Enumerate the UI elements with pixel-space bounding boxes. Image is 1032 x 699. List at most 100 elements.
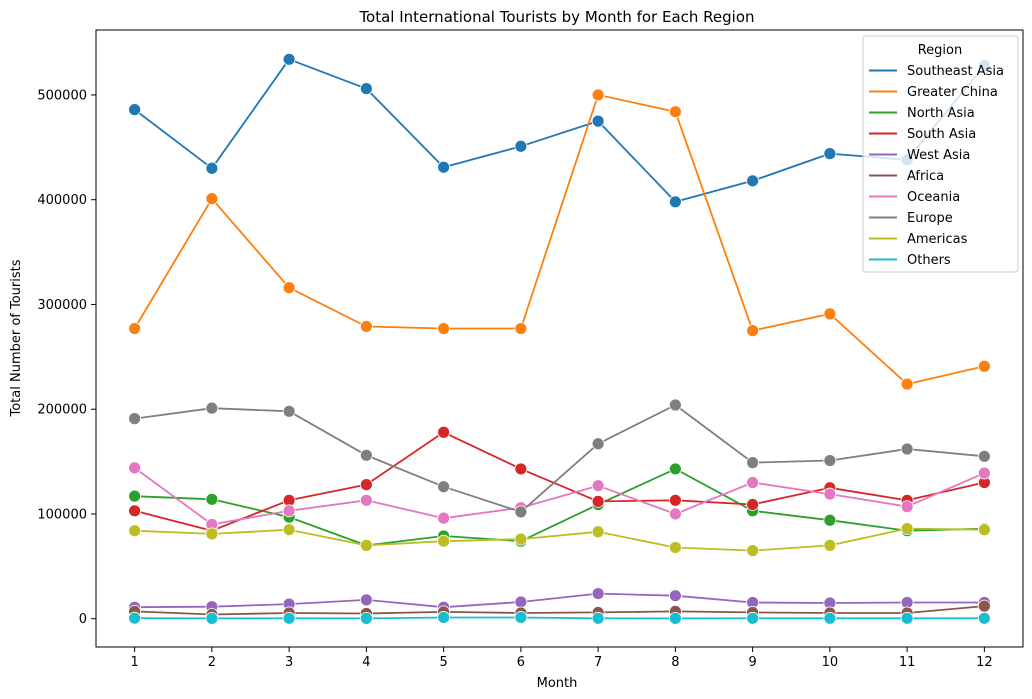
series-line (134, 605, 985, 616)
y-tick-label: 500000 (37, 88, 87, 103)
data-point (823, 538, 837, 552)
legend-item: Greater China (869, 85, 998, 100)
chart-title: Total International Tourists by Month fo… (358, 8, 754, 26)
data-point (900, 442, 914, 456)
data-point (514, 532, 528, 546)
data-point (668, 398, 682, 412)
series-line (134, 467, 985, 547)
x-tick-label: 6 (517, 655, 525, 670)
data-point (668, 105, 682, 119)
x-tick-label: 11 (899, 655, 916, 670)
series-line (134, 527, 985, 552)
data-point (128, 412, 142, 426)
data-point (977, 611, 991, 625)
data-point (977, 466, 991, 480)
data-point (128, 322, 142, 335)
series-line (134, 592, 985, 609)
data-point (205, 161, 219, 175)
x-tick-label: 9 (748, 655, 756, 670)
data-point (823, 454, 837, 467)
data-point (128, 103, 142, 117)
data-point (823, 487, 837, 501)
series-greater-china (128, 88, 991, 391)
legend-title: Region (918, 43, 963, 58)
legend-item: Americas (869, 232, 968, 247)
data-point (900, 500, 914, 514)
x-tick-label: 4 (362, 655, 370, 670)
data-point (591, 611, 605, 625)
y-tick-label: 100000 (37, 507, 87, 522)
y-tick-label: 200000 (37, 403, 87, 418)
data-point (359, 320, 373, 333)
legend-label: South Asia (907, 127, 976, 142)
data-point (437, 425, 451, 439)
data-point (128, 611, 142, 625)
data-point (591, 494, 605, 508)
legend-label: West Asia (907, 148, 970, 163)
legend-item: Africa (869, 169, 944, 184)
data-point (746, 498, 760, 511)
data-point (437, 534, 451, 548)
data-point (977, 599, 991, 613)
x-tick-label: 3 (285, 655, 293, 670)
series-layer (128, 52, 991, 625)
data-point (900, 611, 914, 625)
y-axis: 0 100000 200000 300000 400000 500000 (37, 88, 96, 627)
legend-item: South Asia (869, 127, 976, 142)
data-point (282, 404, 296, 418)
legend-item: Europe (869, 211, 953, 226)
data-point (668, 493, 682, 507)
data-point (823, 307, 837, 321)
data-point (514, 322, 528, 335)
data-point (591, 525, 605, 539)
x-tick-label: 1 (130, 655, 138, 670)
legend-item: West Asia (869, 148, 970, 163)
data-point (282, 281, 296, 295)
legend-label: North Asia (907, 106, 975, 121)
data-point (437, 322, 451, 335)
data-point (823, 513, 837, 527)
y-tick-label: 0 (79, 612, 87, 627)
data-point (823, 147, 837, 161)
series-americas (128, 522, 991, 558)
x-axis-label: Month (537, 676, 578, 691)
data-point (128, 489, 142, 503)
data-point (359, 538, 373, 552)
legend-label: Oceania (907, 190, 960, 205)
data-point (359, 82, 373, 96)
legend-frame (862, 35, 1019, 273)
data-point (205, 492, 219, 506)
data-point (514, 139, 528, 153)
data-point (977, 449, 991, 463)
data-point (359, 448, 373, 462)
series-line (134, 467, 985, 526)
data-point (282, 611, 296, 625)
data-point (591, 479, 605, 493)
x-tick-label: 2 (208, 655, 216, 670)
data-point (282, 52, 296, 66)
data-point (668, 507, 682, 521)
series-line (133, 94, 985, 386)
data-point (900, 522, 914, 536)
data-point (514, 505, 528, 519)
data-point (746, 544, 760, 558)
x-tick-label: 8 (671, 655, 679, 670)
x-axis: 1 2 3 4 5 6 7 8 9 10 11 12 (130, 647, 993, 670)
data-point (900, 377, 914, 391)
data-point (746, 456, 760, 470)
data-point (205, 192, 219, 206)
legend-item: Others (869, 253, 951, 268)
x-tick-label: 10 (822, 655, 839, 670)
data-point (282, 504, 296, 518)
data-point (359, 478, 373, 492)
data-point (746, 611, 760, 625)
data-point (359, 593, 373, 607)
legend-label: Southeast Asia (907, 64, 1004, 79)
data-point (591, 114, 605, 128)
x-tick-label: 5 (439, 655, 447, 670)
legend-label: Greater China (907, 85, 998, 100)
data-point (977, 359, 991, 373)
data-point (591, 587, 605, 600)
legend: Region Southeast Asia Greater China North … (862, 35, 1019, 273)
